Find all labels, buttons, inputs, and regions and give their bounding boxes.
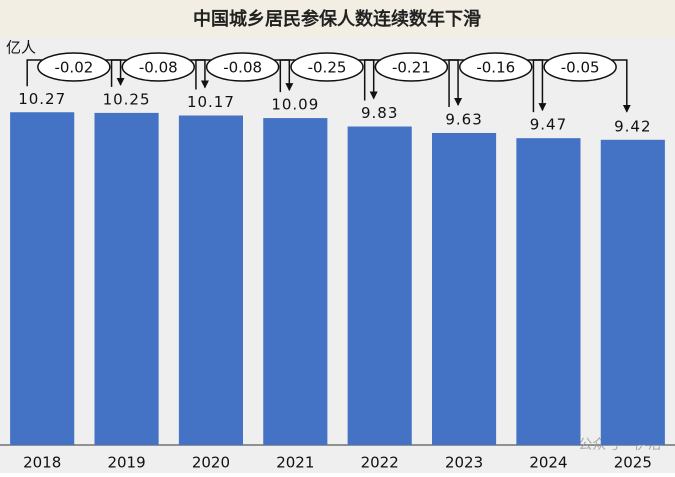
- x-tick-label: 2022: [361, 454, 399, 472]
- value-label: 9.47: [530, 116, 567, 134]
- change-bubble: [543, 52, 617, 82]
- change-label: -0.25: [308, 59, 347, 77]
- change-bubble: [205, 52, 280, 82]
- unit-label: 亿人: [6, 39, 36, 57]
- bar: [600, 139, 665, 446]
- change-bubble: [37, 52, 111, 82]
- value-label: 10.25: [103, 90, 151, 108]
- x-tick-label: 2024: [529, 454, 567, 472]
- x-tick-label: 2025: [614, 454, 652, 472]
- chart-title: 中国城乡居民参保人数连续数年下滑: [193, 8, 481, 30]
- x-tick-label: 2023: [445, 454, 483, 472]
- change-label: -0.16: [476, 59, 515, 77]
- change-bubble: [121, 52, 195, 82]
- value-label: 10.27: [18, 90, 66, 108]
- bar: [10, 112, 75, 445]
- x-tick-label: 2021: [276, 454, 314, 472]
- change-bubble: [459, 52, 533, 82]
- change-label: -0.08: [223, 59, 262, 77]
- change-label: -0.02: [54, 59, 93, 77]
- value-label: 9.63: [445, 110, 482, 128]
- change-label: -0.08: [139, 59, 178, 77]
- x-tick-label: 2020: [192, 454, 230, 472]
- bar: [347, 126, 412, 446]
- x-tick-label: 2018: [23, 454, 61, 472]
- bar: [94, 112, 159, 446]
- x-tick-label: 2019: [107, 454, 145, 472]
- change-bubble: [374, 52, 449, 82]
- change-label: -0.05: [561, 59, 600, 77]
- value-label: 10.09: [271, 96, 319, 114]
- change-label: -0.21: [392, 59, 431, 77]
- title-band: [0, 0, 675, 38]
- bar: [432, 132, 497, 445]
- bar: [516, 138, 581, 445]
- value-label: 10.17: [187, 93, 235, 111]
- bar: [263, 118, 328, 446]
- change-bubble: [290, 52, 364, 82]
- value-label: 9.83: [361, 104, 398, 122]
- value-label: 9.42: [614, 117, 651, 135]
- bar: [178, 115, 243, 445]
